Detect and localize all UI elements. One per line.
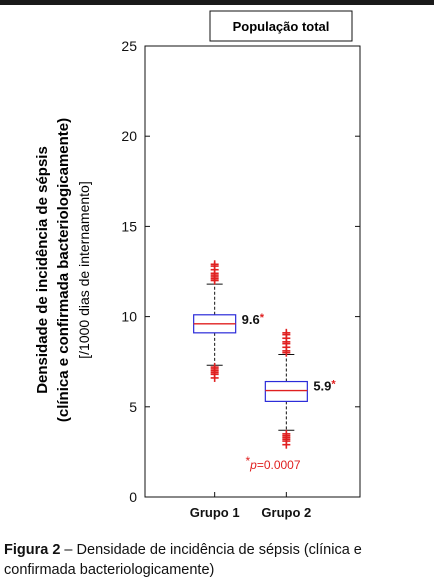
significance-star: * [260, 312, 265, 324]
y-tick-label: 25 [121, 38, 137, 54]
outlier-point [210, 363, 219, 372]
top-border [0, 0, 434, 5]
y-tick-label: 0 [129, 489, 137, 505]
outlier-point [282, 328, 291, 337]
box-2: 5.9* [264, 328, 336, 449]
outlier-point [282, 429, 291, 438]
median-value: 5.9 [313, 379, 331, 394]
plot-frame [144, 45, 361, 498]
boxplot-chart: População total Densidade de incidência … [34, 10, 361, 520]
y-axis-label-3: [/1000 dias de internamento] [76, 181, 92, 358]
median-value: 9.6 [242, 312, 260, 327]
caption-text: Densidade de incidência de sépsis (clíni… [4, 542, 362, 578]
y-axis-label-2: (clínica e confirmada bacteriologicament… [55, 118, 72, 422]
x-axis-ticks: Grupo 1 Grupo 2 [190, 492, 311, 520]
caption-separator: – [60, 542, 77, 558]
y-axis-label-1: Densidade de incidência de sépsis [34, 146, 51, 394]
y-tick-label: 5 [129, 399, 137, 415]
y-axis-ticks: 0 5 10 15 20 25 [121, 38, 360, 505]
y-tick-label: 15 [121, 218, 137, 234]
box-group: 9.6*5.9* [193, 260, 336, 449]
significance-star: * [331, 379, 336, 391]
median-value-label: 9.6* [242, 312, 265, 327]
p-value-annotation: *p=0.0007 [245, 454, 300, 472]
median-value-label: 5.9* [313, 379, 336, 394]
y-tick-label: 20 [121, 128, 137, 144]
box-iqr [264, 380, 308, 402]
p-value-star: * [245, 454, 250, 468]
x-tick-label: Grupo 2 [261, 505, 311, 520]
chart-title: População total [233, 19, 330, 34]
p-value-var: p [249, 458, 257, 472]
caption-label: Figura 2 [4, 542, 61, 558]
title-box [209, 10, 353, 42]
figure-caption: Figura 2 – Densidade de incidência de sé… [4, 540, 430, 580]
box-1: 9.6* [193, 260, 265, 382]
outlier-point [210, 260, 219, 269]
x-tick-label: Grupo 1 [190, 505, 240, 520]
y-tick-label: 10 [121, 309, 137, 325]
p-value-number: =0.0007 [257, 458, 301, 472]
